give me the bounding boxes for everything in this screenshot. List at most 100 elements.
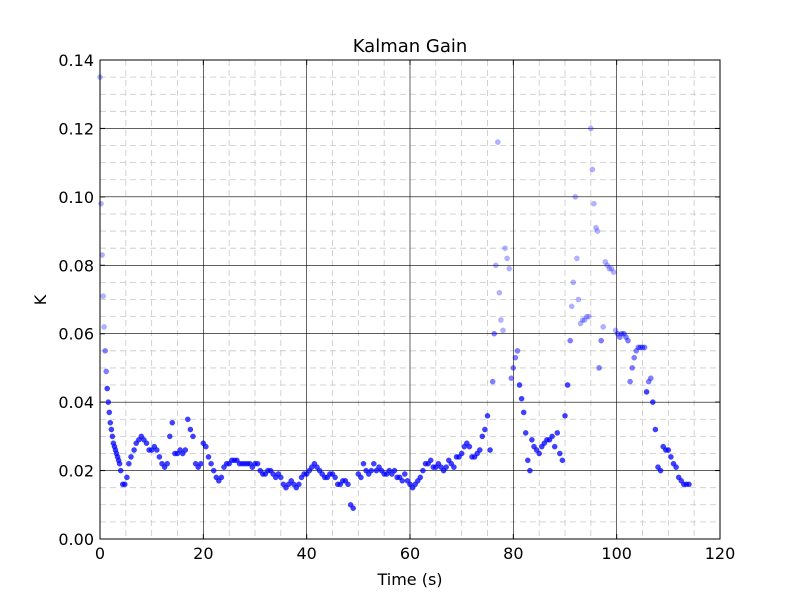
data-point bbox=[559, 457, 566, 464]
data-point bbox=[466, 443, 473, 450]
y-tick-label: 0.10 bbox=[58, 188, 94, 207]
data-point bbox=[627, 378, 633, 385]
data-point bbox=[254, 460, 261, 467]
data-point bbox=[491, 330, 498, 337]
data-point bbox=[516, 382, 523, 388]
data-point bbox=[657, 467, 664, 474]
data-point bbox=[126, 460, 132, 467]
data-point bbox=[417, 474, 424, 481]
data-point bbox=[585, 313, 592, 320]
data-points bbox=[97, 74, 692, 512]
data-point bbox=[568, 303, 575, 310]
data-point bbox=[443, 464, 450, 470]
data-point bbox=[520, 409, 527, 416]
data-point bbox=[554, 430, 561, 436]
data-point bbox=[500, 327, 506, 334]
data-point bbox=[625, 337, 631, 344]
data-point bbox=[572, 194, 579, 200]
data-point bbox=[498, 317, 504, 323]
y-tick-label: 0.02 bbox=[58, 462, 94, 481]
data-point bbox=[479, 433, 486, 440]
chart-title: Kalman Gain bbox=[353, 36, 468, 57]
data-point bbox=[101, 324, 107, 330]
data-point bbox=[492, 262, 499, 269]
data-point bbox=[210, 467, 217, 474]
data-point bbox=[169, 419, 176, 426]
data-point bbox=[203, 443, 209, 450]
data-point bbox=[494, 139, 501, 145]
data-point bbox=[153, 447, 160, 453]
data-point bbox=[121, 481, 128, 488]
data-point bbox=[482, 426, 488, 433]
data-point bbox=[107, 419, 114, 426]
data-point bbox=[476, 447, 483, 453]
data-point bbox=[504, 255, 510, 262]
data-point bbox=[296, 481, 302, 488]
data-point bbox=[368, 467, 375, 474]
y-axis-ticks: 0.00 0.02 0.04 0.06 0.08 0.10 0.12 0.14 bbox=[58, 51, 720, 549]
data-point bbox=[549, 433, 555, 440]
data-point bbox=[350, 505, 357, 512]
data-point bbox=[98, 200, 104, 207]
data-point bbox=[109, 433, 116, 440]
data-point bbox=[205, 454, 212, 460]
data-point bbox=[100, 293, 106, 299]
data-point bbox=[600, 324, 607, 330]
data-point bbox=[506, 265, 513, 272]
x-axis-ticks: 0 20 40 60 80 100 120 bbox=[95, 60, 735, 563]
data-point bbox=[166, 433, 173, 440]
data-point bbox=[208, 460, 214, 467]
y-tick-label: 0.12 bbox=[58, 119, 94, 138]
data-point bbox=[510, 365, 517, 371]
data-point bbox=[596, 365, 602, 371]
data-point bbox=[522, 430, 529, 436]
data-point bbox=[391, 467, 398, 474]
data-point bbox=[643, 389, 650, 395]
data-point bbox=[608, 265, 615, 272]
y-tick-label: 0.08 bbox=[58, 256, 94, 275]
data-point bbox=[508, 375, 515, 382]
data-point bbox=[567, 337, 574, 344]
data-point bbox=[575, 296, 582, 303]
data-point bbox=[484, 412, 491, 419]
x-axis-label: Time (s) bbox=[376, 570, 442, 589]
data-point bbox=[579, 317, 586, 323]
data-point bbox=[641, 344, 648, 351]
data-point bbox=[496, 289, 503, 296]
data-point bbox=[487, 447, 493, 453]
data-point bbox=[598, 337, 605, 344]
data-point bbox=[128, 454, 134, 460]
data-point bbox=[124, 474, 130, 481]
data-point bbox=[399, 477, 406, 484]
data-point bbox=[604, 262, 611, 269]
data-point bbox=[420, 467, 426, 474]
y-tick-label: 0.04 bbox=[58, 393, 94, 412]
data-point bbox=[527, 467, 533, 474]
data-point bbox=[564, 382, 571, 388]
data-point bbox=[187, 426, 194, 433]
data-point bbox=[665, 447, 672, 453]
data-point bbox=[574, 255, 580, 262]
data-point bbox=[105, 399, 112, 405]
data-point bbox=[116, 460, 123, 467]
y-tick-label: 0.00 bbox=[58, 530, 94, 549]
data-point bbox=[583, 313, 590, 320]
data-point bbox=[587, 125, 594, 132]
data-point bbox=[332, 474, 338, 481]
data-point bbox=[514, 347, 521, 354]
data-point bbox=[458, 450, 465, 457]
data-point bbox=[182, 447, 189, 453]
data-point bbox=[197, 460, 204, 467]
data-point bbox=[103, 368, 110, 375]
x-tick-label: 100 bbox=[601, 544, 632, 563]
data-point bbox=[360, 460, 367, 467]
data-point bbox=[156, 454, 163, 460]
data-point bbox=[610, 269, 617, 275]
data-point bbox=[551, 443, 558, 450]
x-tick-label: 60 bbox=[400, 544, 420, 563]
data-point bbox=[556, 450, 563, 457]
data-point bbox=[673, 464, 679, 470]
data-point bbox=[602, 259, 609, 265]
data-point bbox=[106, 409, 113, 416]
